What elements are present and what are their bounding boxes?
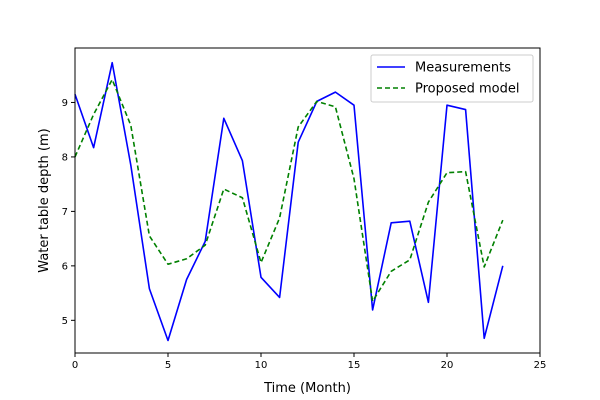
y-tick-label: 5 — [62, 316, 68, 327]
series-line-2 — [74, 78, 504, 303]
x-tick-label: 25 — [534, 360, 547, 371]
legend-label-2: Proposed model — [415, 82, 519, 97]
y-tick-label: 6 — [62, 261, 68, 272]
x-tick-label: 10 — [255, 360, 268, 371]
legend-label-1: Measurements — [415, 61, 511, 76]
axes-frame — [74, 47, 541, 354]
y-tick-label: 7 — [62, 207, 68, 218]
legend: Measurements Proposed model — [370, 54, 534, 103]
x-tick-label: 15 — [348, 360, 361, 371]
series-layer — [74, 61, 504, 342]
y-tick-label: 8 — [62, 152, 68, 163]
y-tick-label: 9 — [62, 98, 68, 109]
axes-layer: 0 5 10 15 20 25 5 6 7 8 9 — [62, 47, 547, 371]
series-line-1 — [74, 61, 504, 342]
x-tick-label: 0 — [72, 360, 78, 371]
y-axis-label: Water table depth (m) — [37, 128, 52, 272]
x-tick-label: 20 — [441, 360, 454, 371]
legend-box — [370, 54, 534, 103]
x-tick-label: 5 — [165, 360, 171, 371]
x-axis-label: Time (Month) — [263, 381, 351, 396]
